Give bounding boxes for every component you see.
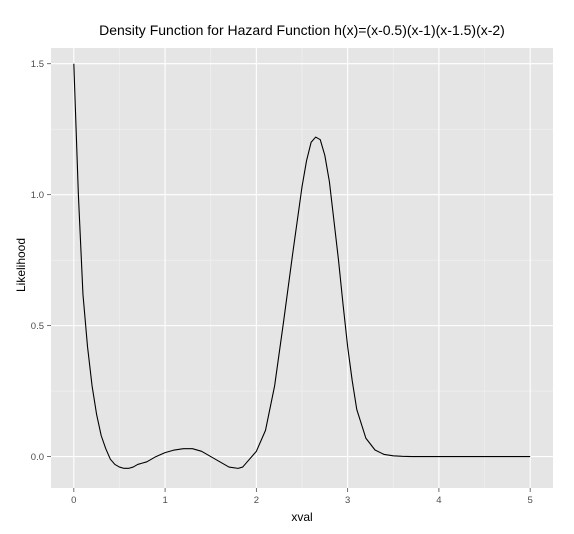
y-tick-label: 0.5	[31, 321, 44, 332]
x-axis-title: xval	[291, 510, 312, 524]
x-tick-label: 0	[71, 495, 76, 506]
x-tick-label: 5	[528, 495, 533, 506]
x-tick-label: 4	[436, 495, 441, 506]
y-tick-label: 0.0	[31, 452, 44, 463]
minor-gridlines	[51, 48, 553, 488]
y-tick-label: 1.5	[31, 59, 44, 70]
density-line	[73, 63, 531, 469]
y-axis-title: Likelihood	[14, 238, 28, 292]
y-axis-ticks: 0.0 0.5 1.0 1.5	[31, 59, 51, 463]
x-axis-ticks: 0 1 2 3 4 5	[71, 488, 533, 506]
y-tick-label: 1.0	[31, 190, 44, 201]
major-gridlines	[51, 48, 553, 488]
x-tick-label: 1	[162, 495, 167, 506]
x-tick-label: 3	[345, 495, 350, 506]
x-tick-label: 2	[254, 495, 259, 506]
chart-title: Density Function for Hazard Function h(x…	[99, 22, 505, 38]
